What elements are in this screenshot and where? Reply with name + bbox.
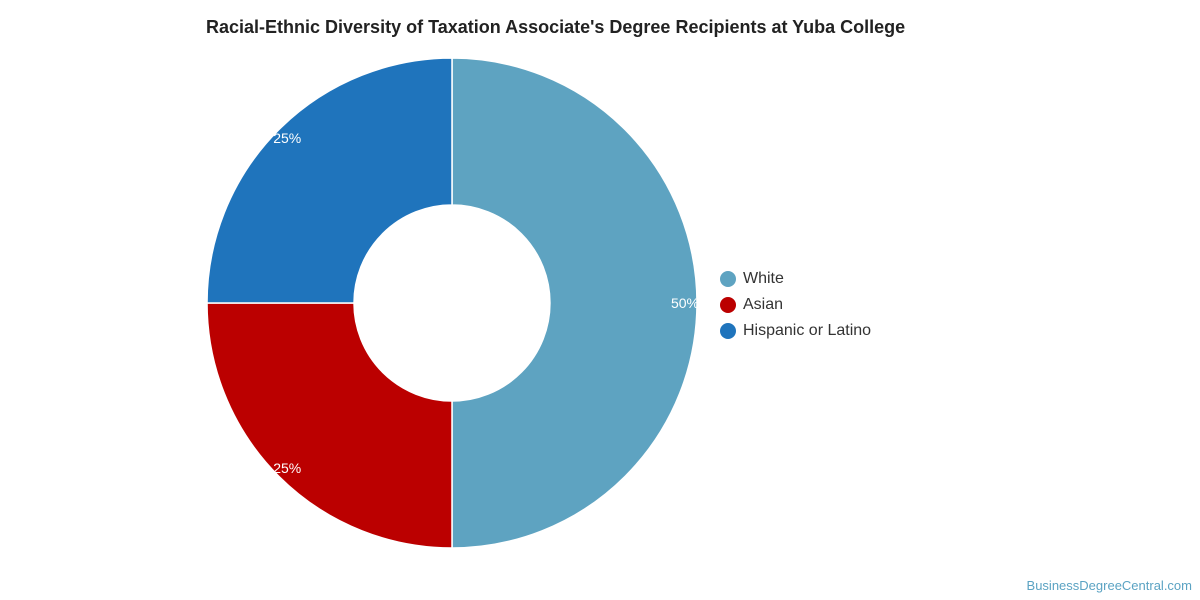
- legend-item-asian[interactable]: Asian: [720, 292, 871, 318]
- chart-title: Racial-Ethnic Diversity of Taxation Asso…: [206, 17, 906, 37]
- legend-swatch-white: [720, 271, 736, 287]
- legend-item-white[interactable]: White: [720, 266, 871, 292]
- legend-swatch-asian: [720, 297, 736, 313]
- legend-label-hispanic-or-latino: Hispanic or Latino: [743, 322, 872, 339]
- source-credit[interactable]: BusinessDegreeCentral.com: [1026, 578, 1192, 593]
- slice-hispanic-or-latino[interactable]: [206, 57, 453, 304]
- donut-slices: [206, 57, 698, 549]
- slice-label-hispanic-or-latino: 25%: [273, 130, 301, 146]
- slice-asian[interactable]: [206, 302, 453, 549]
- chart-legend: White Asian Hispanic or Latino: [720, 266, 871, 344]
- legend-item-hispanic-or-latino[interactable]: Hispanic or Latino: [720, 318, 871, 344]
- legend-swatch-hispanic-or-latino: [720, 323, 736, 339]
- legend-label-asian: Asian: [743, 296, 784, 313]
- slice-label-white: 50%: [671, 295, 699, 311]
- legend-label-white: White: [743, 270, 784, 287]
- slice-white[interactable]: [451, 57, 698, 549]
- slice-labels: 50% 25% 25%: [273, 130, 699, 476]
- slice-label-asian: 25%: [273, 460, 301, 476]
